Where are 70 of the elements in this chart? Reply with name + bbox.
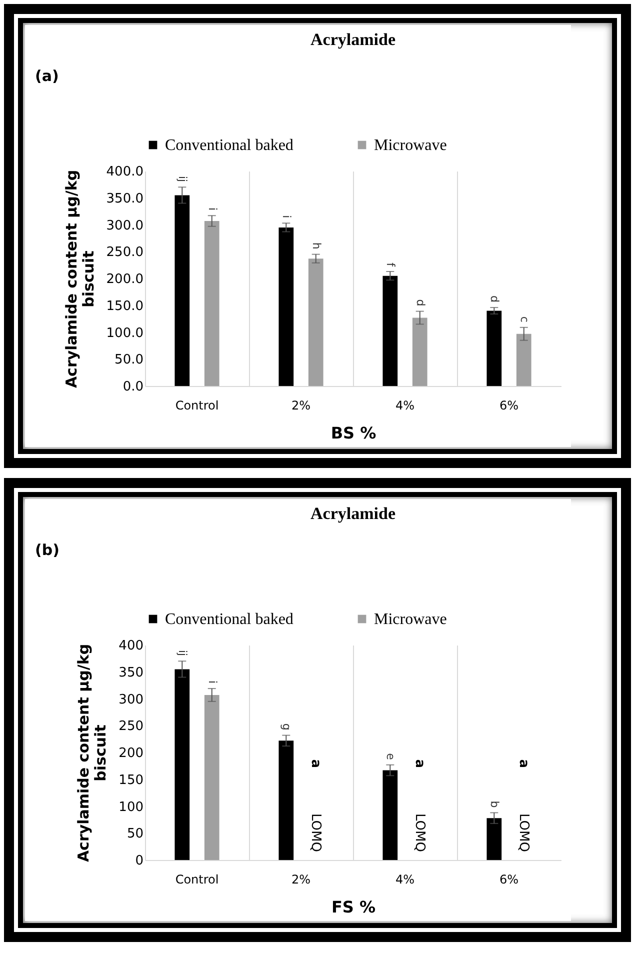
annotation: LOMQ <box>412 814 427 852</box>
x-tick-label: 4% <box>395 398 415 412</box>
y-tick-label: 150.0 <box>106 298 144 314</box>
bar <box>278 740 294 860</box>
data-label: i <box>206 680 219 684</box>
data-label: b <box>488 800 502 808</box>
annotation: LOMQ <box>308 814 323 852</box>
y-axis-title: Acrylamide content µg/kg biscuit <box>62 170 98 388</box>
y-axis-title: Acrylamide content µg/kg biscuit <box>74 644 110 862</box>
text: a <box>412 759 427 768</box>
bar <box>382 276 398 386</box>
y-tick-label: 350 <box>118 665 144 680</box>
y-tick-label: 300 <box>118 692 144 708</box>
x-axis-title: BS % <box>330 424 376 442</box>
y-tick-label: 50.0 <box>114 352 144 368</box>
y-tick-label: 50 <box>126 826 144 842</box>
y-tick-label: 100.0 <box>106 326 144 341</box>
y-tick-label: 400.0 <box>106 164 144 180</box>
legend-label: Microwave <box>374 611 447 628</box>
data-label: f <box>384 262 398 268</box>
y-tick-label: 400 <box>118 638 144 654</box>
bar <box>278 227 294 386</box>
legend-label: Conventional baked <box>165 611 294 628</box>
data-label: h <box>310 242 323 250</box>
x-tick-label: 2% <box>291 872 311 886</box>
data-label: c <box>518 316 531 322</box>
data-label: i <box>280 215 294 218</box>
bar <box>174 195 190 386</box>
data-label: i <box>206 208 219 211</box>
y-tick-label: 200.0 <box>106 272 144 287</box>
x-tick-label: 6% <box>499 398 519 412</box>
x-tick-label: Control <box>175 398 219 412</box>
legend-label: Microwave <box>374 137 447 154</box>
x-axis-title: FS % <box>331 898 376 916</box>
text: a <box>308 759 323 768</box>
bar <box>382 770 398 860</box>
bar <box>412 318 428 386</box>
y-tick-label: 0 <box>135 854 144 868</box>
chart-title: Acrylamide <box>310 30 396 49</box>
x-tick-label: 2% <box>291 398 311 412</box>
y-tick-label: 350.0 <box>106 191 144 206</box>
bar <box>516 334 532 386</box>
data-label: d <box>488 296 502 303</box>
y-tick-label: 250.0 <box>106 245 144 260</box>
annotation: LOMQ <box>516 814 531 852</box>
x-tick-label: 6% <box>499 872 519 886</box>
bar <box>204 694 220 860</box>
legend-label: Conventional baked <box>165 137 294 154</box>
y-tick-label: 150 <box>118 772 144 788</box>
bar <box>308 258 324 386</box>
x-tick-label: Control <box>175 872 219 886</box>
y-tick-label: 0.0 <box>122 380 144 394</box>
bar <box>486 818 502 860</box>
chart-title: Acrylamide <box>310 504 396 523</box>
text: (a) <box>35 67 59 85</box>
y-tick-label: 200 <box>118 746 144 761</box>
x-tick-label: 4% <box>395 872 415 886</box>
data-label: d <box>414 299 427 306</box>
data-label: g <box>280 723 294 730</box>
y-tick-label: 250 <box>118 719 144 734</box>
data-label: ij <box>176 176 190 182</box>
bar <box>174 669 190 860</box>
text: (b) <box>35 541 60 559</box>
data-label: ij <box>176 650 190 656</box>
bar <box>204 220 220 386</box>
data-label: e <box>384 753 398 760</box>
y-tick-label: 300.0 <box>106 218 144 234</box>
bar <box>486 310 502 386</box>
y-tick-label: 100 <box>118 800 144 815</box>
text: a <box>516 759 531 768</box>
